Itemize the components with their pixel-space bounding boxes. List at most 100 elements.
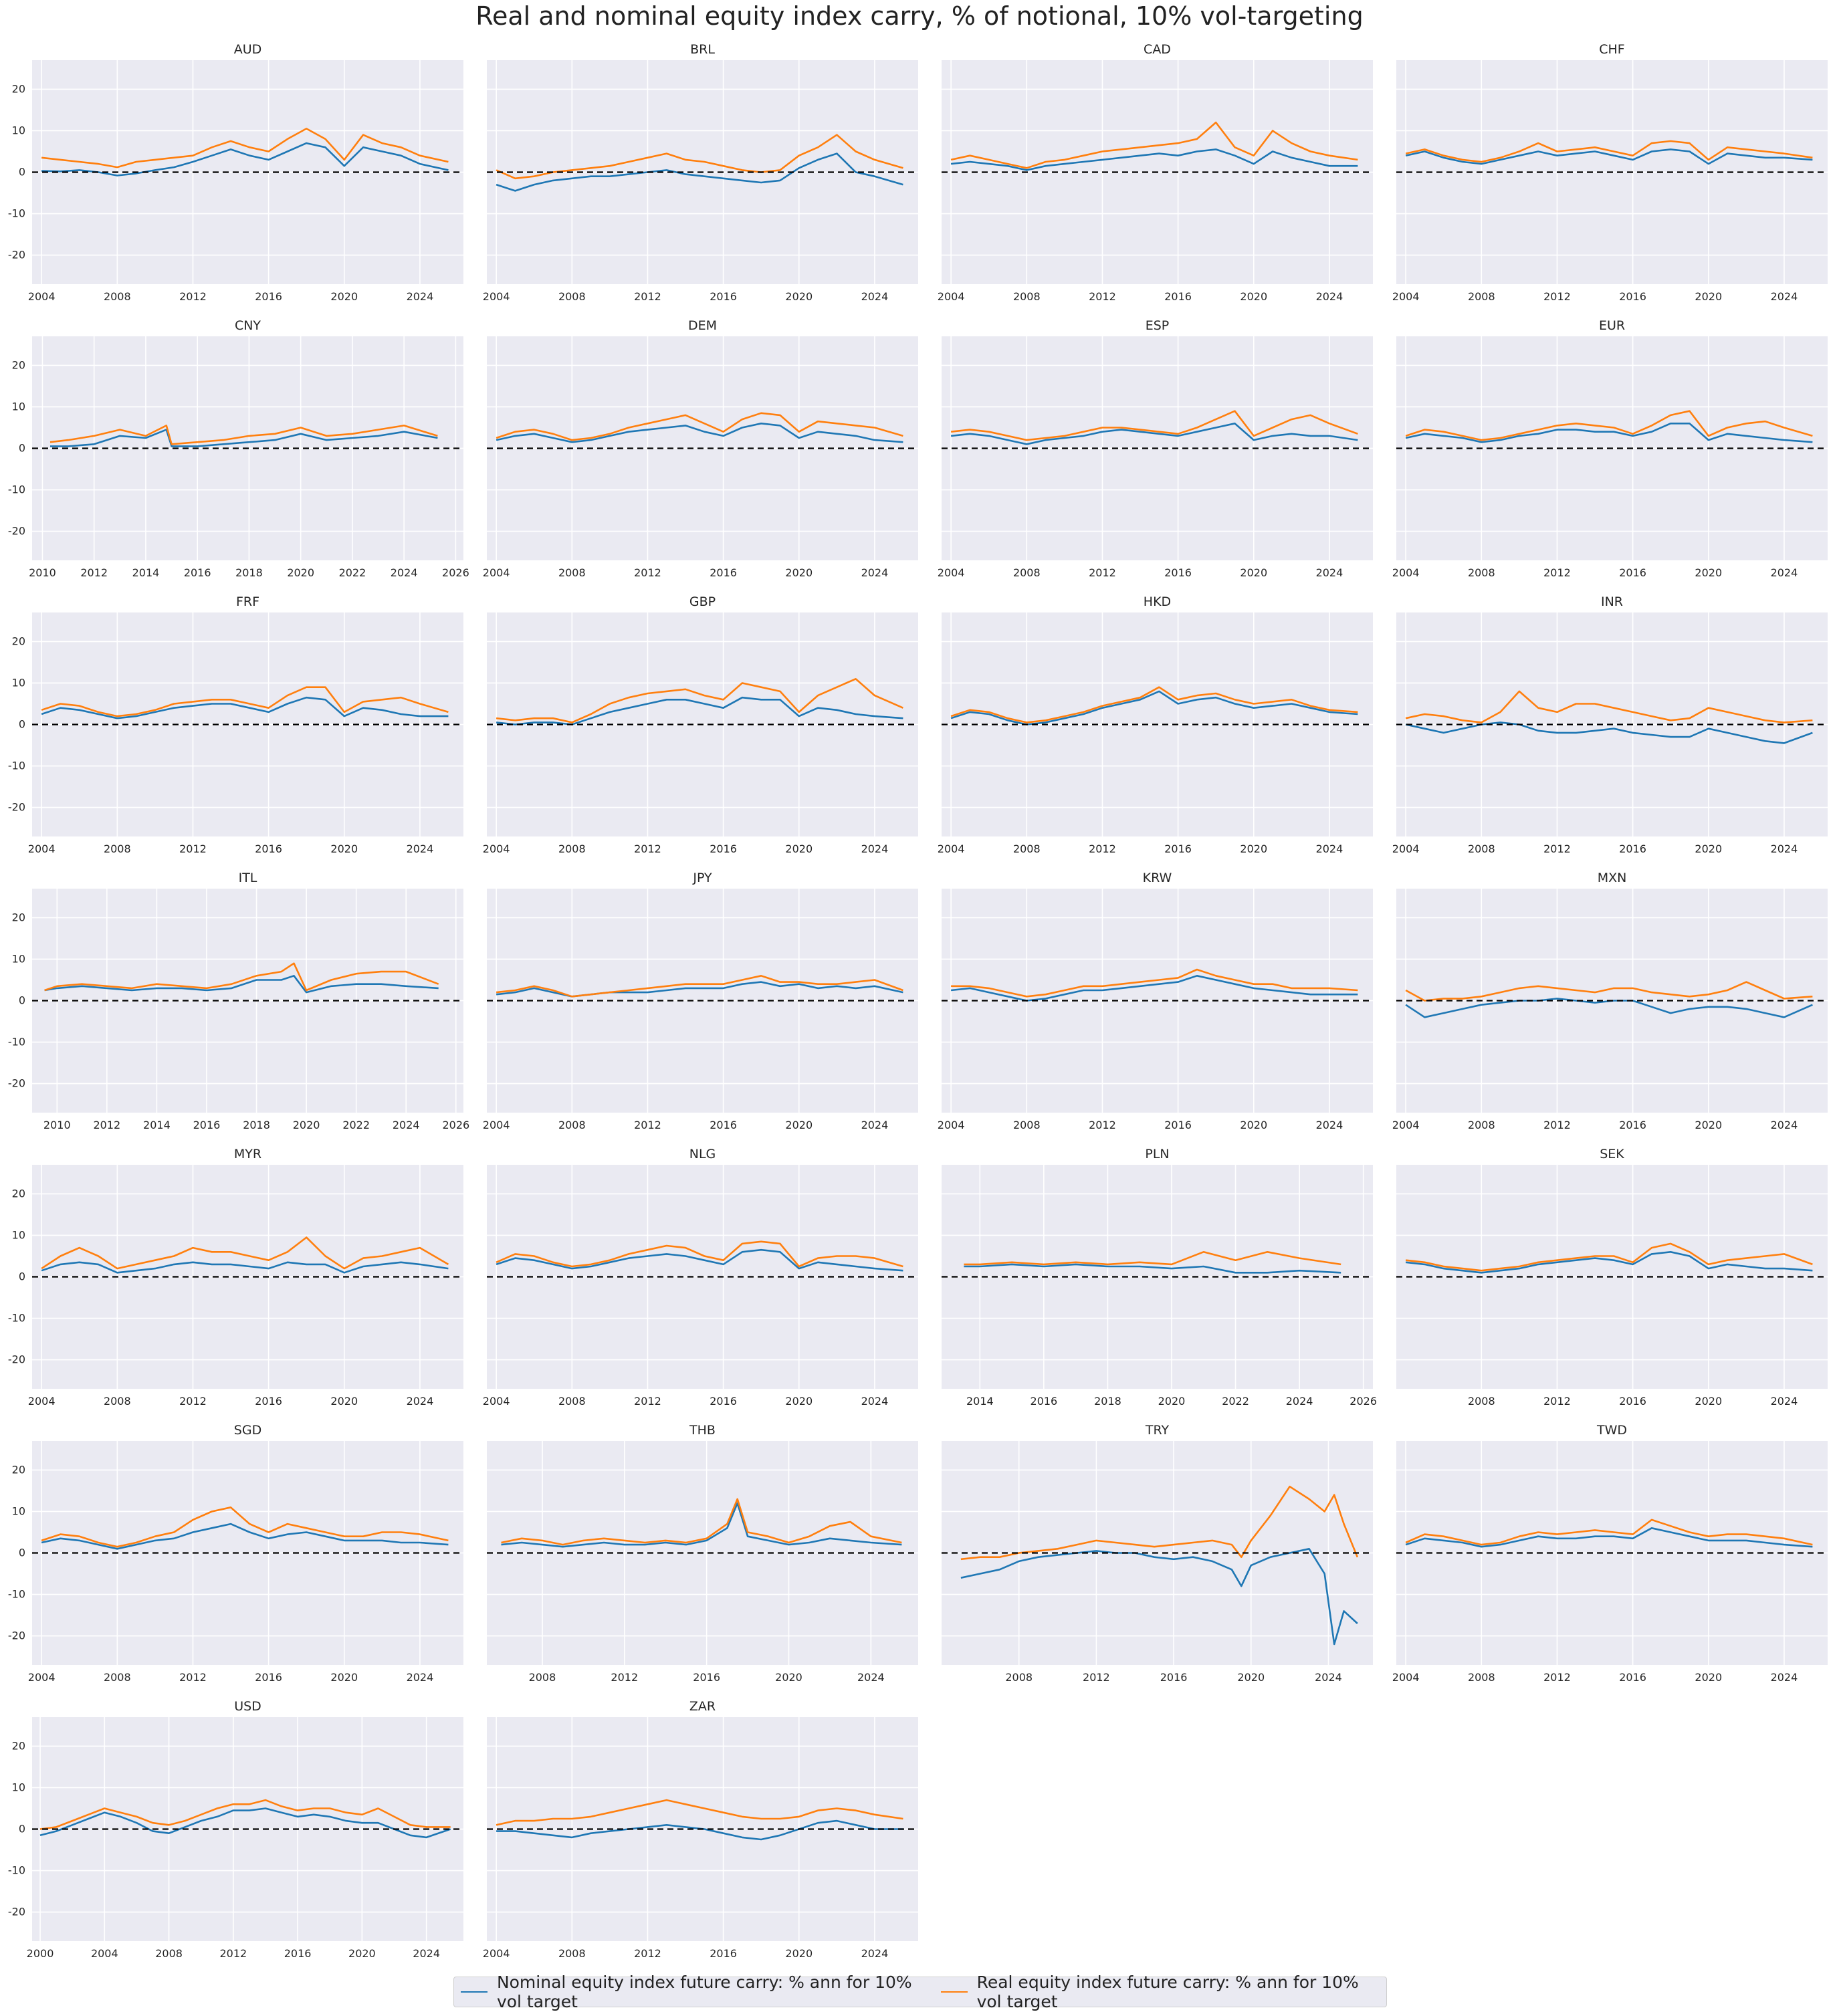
series-line-real-pln <box>964 1251 1341 1266</box>
panel-title-cny: CNY <box>235 318 261 333</box>
x-tick-label: 2004 <box>28 1671 56 1684</box>
x-tick-label: 2022 <box>339 566 366 579</box>
series-line-nominal-aud <box>41 142 449 177</box>
x-tick-label: 2004 <box>28 290 56 303</box>
x-tick-label: 2022 <box>1222 1395 1249 1408</box>
x-tick-label: 2012 <box>634 1119 661 1131</box>
x-tick-label: 2016 <box>710 1395 737 1408</box>
x-tick-label: 2008 <box>558 1947 586 1960</box>
series-line-nominal-try <box>960 1548 1358 1646</box>
series-line-real-cad <box>950 121 1358 169</box>
panel-title-chf: CHF <box>1599 42 1624 57</box>
x-tick-label: 2016 <box>1619 843 1646 855</box>
x-tick-label: 2012 <box>219 1947 247 1960</box>
x-tick-label: 2004 <box>1392 843 1420 855</box>
panel-title-sek: SEK <box>1600 1147 1624 1161</box>
x-tick-label: 2020 <box>1695 1395 1722 1408</box>
x-tick-label: 2010 <box>43 1119 71 1131</box>
x-tick-label: 2012 <box>634 843 661 855</box>
x-tick-label: 2024 <box>1316 843 1343 855</box>
x-tick-label: 2004 <box>938 290 965 303</box>
x-tick-label: 2018 <box>243 1119 270 1131</box>
y-tick-label: 20 <box>12 1739 25 1752</box>
x-tick-label: 2012 <box>634 566 661 579</box>
x-tick-label: 2014 <box>966 1395 994 1408</box>
x-tick-label: 2016 <box>693 1671 720 1684</box>
x-tick-label: 2024 <box>393 1119 420 1131</box>
x-tick-label: 2012 <box>179 290 207 303</box>
series-line-nominal-usd <box>39 1807 451 1839</box>
panel-krw: 2004 2008 2012 2016 2020 2024 KRW <box>938 871 1373 1131</box>
y-tick-label: 20 <box>12 358 25 371</box>
panel-chf: 2004 2008 2012 2016 2020 2024 CHF <box>1392 42 1828 303</box>
series-line-real-sek <box>1405 1242 1813 1272</box>
panel-thb: 2008 2012 2016 2020 2024 THB <box>487 1423 918 1684</box>
y-tick-label: 0 <box>19 718 25 731</box>
series-line-nominal-chf <box>1405 148 1813 165</box>
series-line-real-thb <box>501 1498 902 1546</box>
x-tick-label: 2020 <box>1695 843 1722 855</box>
series-line-nominal-itl <box>44 975 439 994</box>
x-tick-label: 2024 <box>1316 566 1343 579</box>
legend-swatch-real <box>940 1991 968 1993</box>
x-tick-label: 2024 <box>1771 1119 1798 1131</box>
legend-swatch-nominal <box>461 1991 488 1993</box>
series-line-nominal-eur <box>1405 422 1813 443</box>
panel-title-usd: USD <box>234 1699 261 1714</box>
series-line-real-esp <box>950 410 1358 441</box>
panel-hkd: 2004 2008 2012 2016 2020 2024 HKD <box>938 594 1373 855</box>
panel-title-cad: CAD <box>1144 42 1171 57</box>
panel-title-frf: FRF <box>236 594 259 609</box>
legend: Nominal equity index future carry: % ann… <box>453 1973 1387 2011</box>
series-line-nominal-krw <box>950 975 1358 1002</box>
x-tick-label: 2004 <box>938 1119 965 1131</box>
series-line-nominal-inr <box>1405 721 1813 744</box>
series-line-real-frf <box>41 686 449 717</box>
x-tick-label: 2020 <box>1237 1671 1265 1684</box>
x-tick-label: 2008 <box>104 1671 131 1684</box>
x-tick-label: 2008 <box>104 290 131 303</box>
x-tick-label: 2016 <box>1160 1671 1188 1684</box>
series-line-nominal-zar <box>496 1819 903 1841</box>
y-tick-label: 20 <box>12 1187 25 1200</box>
x-tick-label: 2008 <box>1468 1119 1495 1131</box>
x-tick-label: 2016 <box>1619 1119 1646 1131</box>
x-tick-label: 2008 <box>558 566 586 579</box>
panel-title-myr: MYR <box>234 1147 261 1161</box>
series-line-nominal-nlg <box>496 1248 903 1272</box>
y-tick-label: -20 <box>8 249 25 261</box>
panel-title-jpy: JPY <box>692 871 712 885</box>
panel-title-dem: DEM <box>688 318 717 333</box>
panel-title-thb: THB <box>689 1423 716 1438</box>
x-tick-label: 2004 <box>91 1947 118 1960</box>
series-line-real-aud <box>41 128 449 169</box>
x-tick-label: 2020 <box>1695 1119 1722 1131</box>
x-tick-label: 2004 <box>28 843 56 855</box>
x-tick-label: 2020 <box>1240 1119 1267 1131</box>
panel-title-krw: KRW <box>1143 871 1172 885</box>
y-tick-label: 0 <box>19 994 25 1007</box>
series-line-nominal-jpy <box>496 981 903 998</box>
panel-title-sgd: SGD <box>234 1423 261 1438</box>
panel-title-mxn: MXN <box>1598 871 1627 885</box>
series-line-nominal-gbp <box>496 696 903 725</box>
x-tick-label: 2012 <box>634 290 661 303</box>
panel-zar: 2004 2008 2012 2016 2020 2024 ZAR <box>483 1699 918 1960</box>
x-tick-label: 2008 <box>558 1395 586 1408</box>
x-tick-label: 2020 <box>293 1119 320 1131</box>
panel-pln: 2014 2016 2018 2020 2022 2024 2026 PLN <box>942 1147 1377 1408</box>
panel-title-hkd: HKD <box>1144 594 1171 609</box>
x-tick-label: 2024 <box>413 1947 440 1960</box>
x-tick-label: 2020 <box>330 843 358 855</box>
x-tick-label: 2024 <box>407 1671 434 1684</box>
x-tick-label: 2024 <box>861 843 889 855</box>
x-tick-label: 2008 <box>1468 290 1495 303</box>
series-line-real-twd <box>1405 1519 1813 1546</box>
series-line-real-dem <box>496 412 903 441</box>
x-tick-label: 2008 <box>1468 843 1495 855</box>
series-line-real-krw <box>951 968 1358 998</box>
y-tick-label: -20 <box>8 1077 25 1090</box>
series-line-nominal-esp <box>950 422 1358 445</box>
x-tick-label: 2024 <box>391 566 418 579</box>
x-tick-label: 2024 <box>1771 843 1798 855</box>
